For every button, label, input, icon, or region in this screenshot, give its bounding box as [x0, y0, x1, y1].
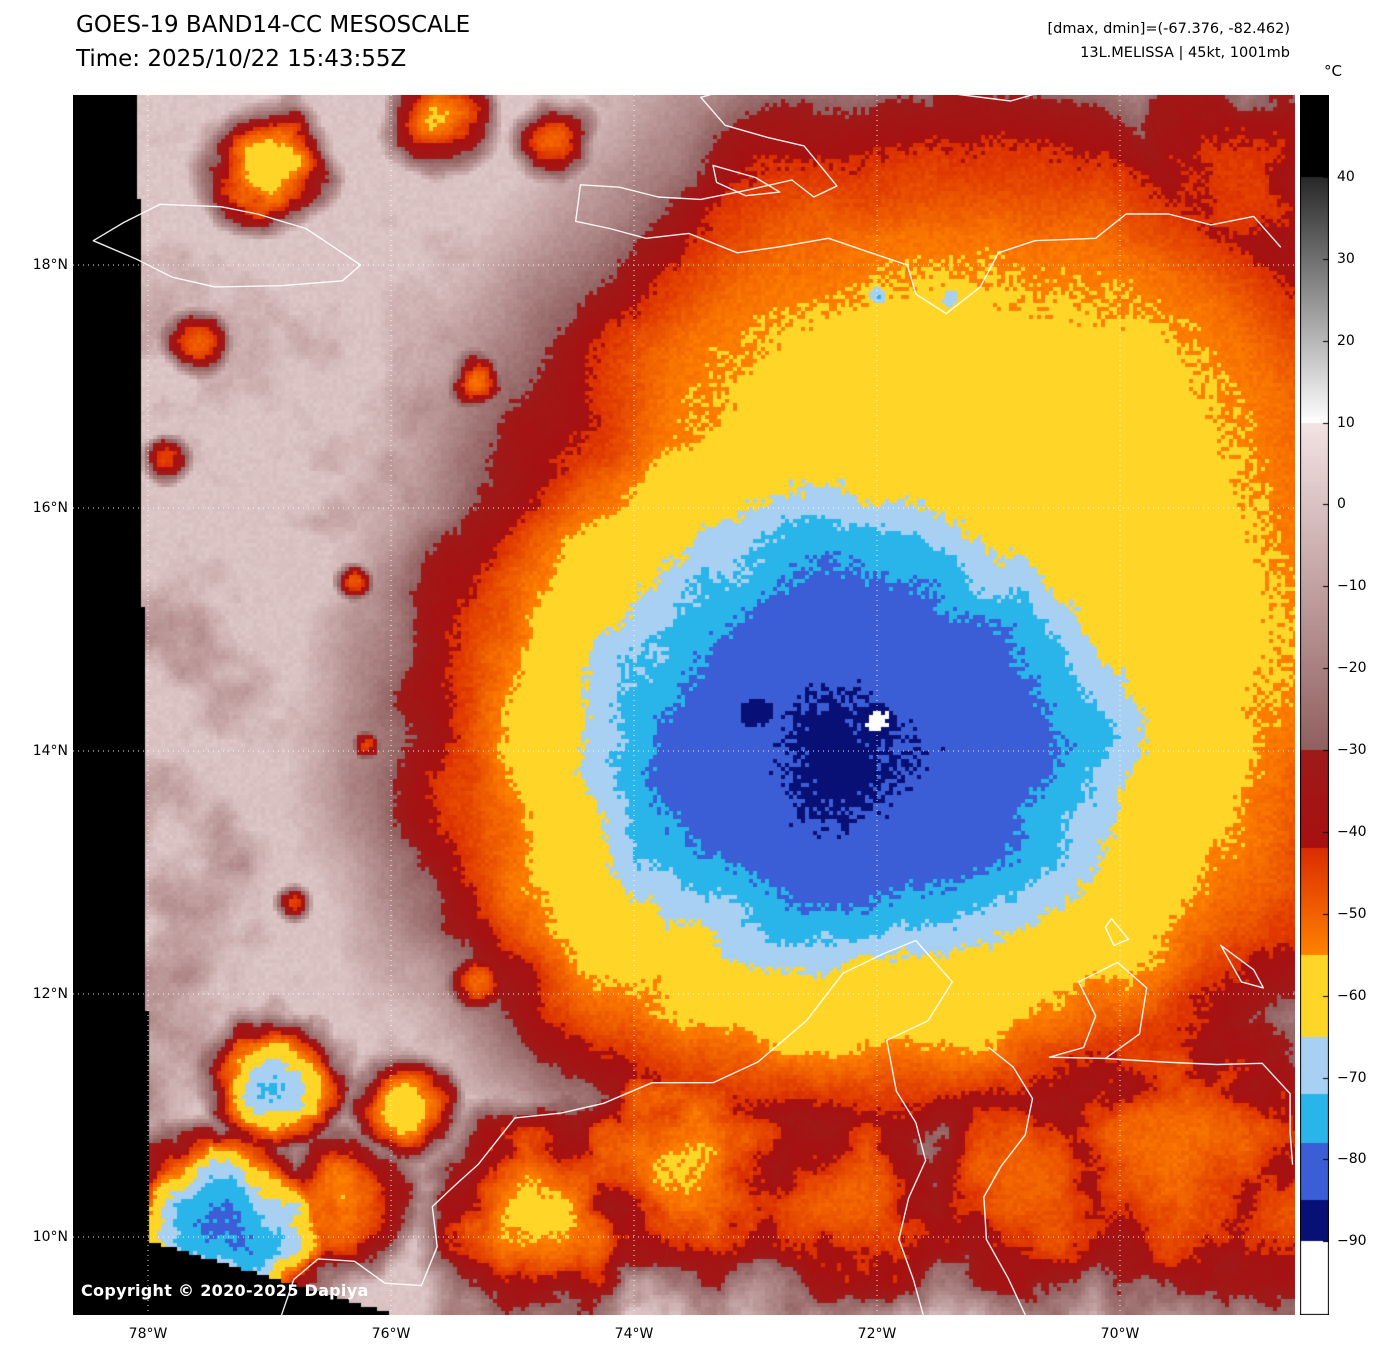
colorbar-tick-label: −70: [1337, 1069, 1367, 1086]
lon-tick-label: 70°W: [1100, 1326, 1140, 1342]
lon-tick-label: 78°W: [128, 1326, 168, 1342]
coastline: [957, 95, 1035, 102]
colorbar-tick-label: 10: [1337, 414, 1355, 431]
dmax-dmin-readout: [dmax, dmin]=(-67.376, -82.462): [1047, 21, 1291, 37]
lat-tick-label: 18°N: [32, 257, 68, 273]
coastline: [280, 939, 953, 1315]
lon-tick-label: 72°W: [857, 1326, 897, 1342]
storm-info-readout: 13L.MELISSA | 45kt, 1001mb: [1080, 44, 1290, 61]
colorbar-tick-label: −60: [1337, 987, 1367, 1004]
colorbar-tick-label: 20: [1337, 332, 1355, 349]
lat-tick-label: 14°N: [32, 743, 68, 759]
colorbar-tick-label: 0: [1337, 496, 1346, 513]
coastline: [92, 203, 362, 288]
timestamp: Time: 2025/10/22 15:43:55Z: [76, 46, 407, 72]
coastline: [575, 213, 1282, 315]
page-title: GOES-19 BAND14-CC MESOSCALE: [76, 12, 471, 38]
lat-tick-label: 10°N: [32, 1229, 68, 1245]
lat-tick-label: 12°N: [32, 986, 68, 1002]
lon-tick-label: 76°W: [371, 1326, 411, 1342]
coastline: [1104, 1057, 1294, 1165]
colorbar-tick-label: −30: [1337, 742, 1367, 759]
satellite-map: Copyright © 2020-2025 Dapiya: [73, 95, 1295, 1315]
colorbar-unit-label: °C: [1324, 62, 1342, 80]
colorbar-tick-label: −20: [1337, 660, 1367, 677]
satellite-image: [73, 95, 1295, 1315]
colorbar-tick-label: −80: [1337, 1151, 1367, 1168]
colorbar-tick-label: −40: [1337, 823, 1367, 840]
copyright-label: Copyright © 2020-2025 Dapiya: [81, 1281, 369, 1300]
coastline: [1220, 944, 1265, 989]
colorbar-tick-label: −10: [1337, 578, 1367, 595]
colorbar-tick-label: −90: [1337, 1233, 1367, 1250]
coastline: [1048, 961, 1148, 1060]
lat-tick-label: 16°N: [32, 500, 68, 516]
header-readouts: [dmax, dmin]=(-67.376, -82.462) 13L.MELI…: [1048, 18, 1291, 66]
coastline: [575, 95, 838, 223]
colorbar-tick-label: 40: [1337, 168, 1355, 185]
colorbar-tick-label: −50: [1337, 905, 1367, 922]
colorbar: [1300, 95, 1329, 1315]
colorbar-tick-label: 30: [1337, 250, 1355, 267]
lon-tick-label: 74°W: [614, 1326, 654, 1342]
coastline: [712, 164, 781, 197]
map-overlay: [73, 95, 1295, 1315]
coastline: [1104, 918, 1130, 947]
coastline: [983, 1046, 1034, 1315]
